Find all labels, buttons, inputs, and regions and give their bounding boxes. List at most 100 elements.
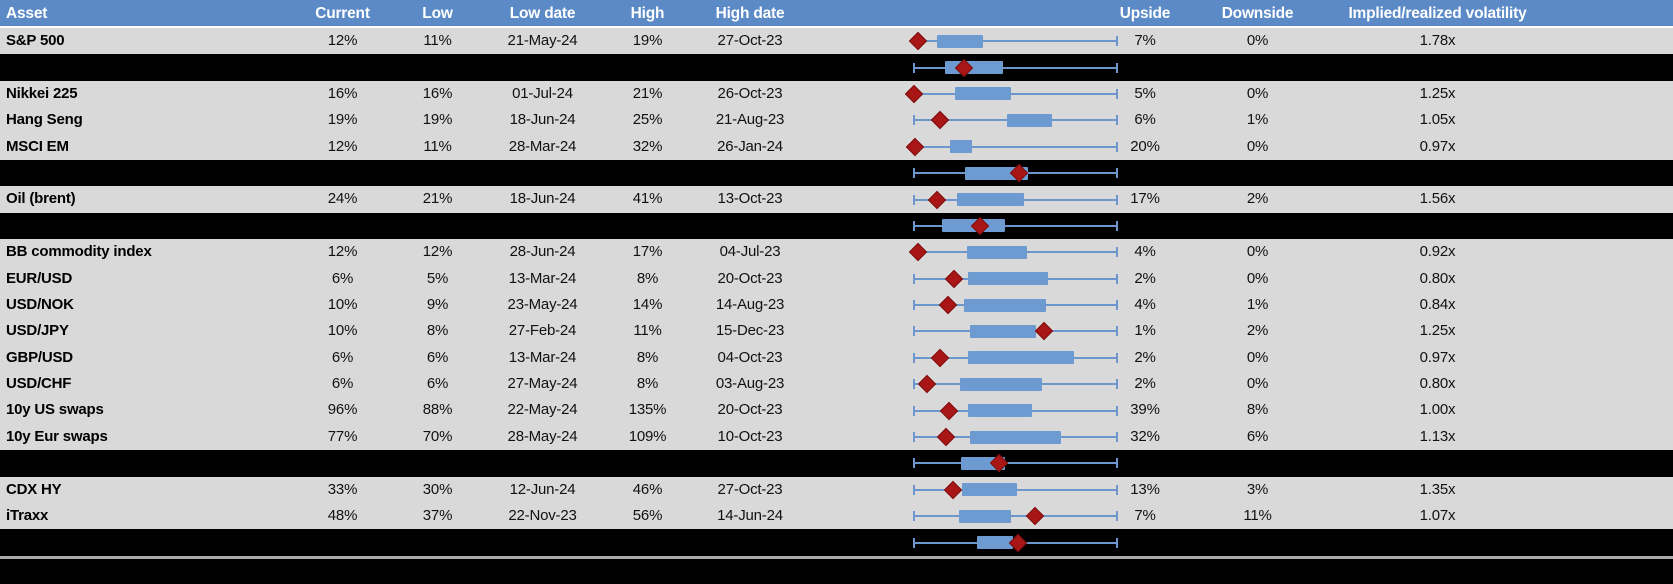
whisker-right-cap-icon	[1116, 352, 1118, 363]
range-boxplot	[913, 450, 1118, 476]
whisker-left-cap-icon	[913, 220, 915, 231]
asset-name: CDX HY	[6, 480, 62, 498]
high-date	[685, 213, 815, 239]
high-date: 10-Oct-23	[717, 427, 783, 445]
current-volatility: 6%	[331, 375, 354, 393]
low-volatility: 6%	[426, 375, 449, 393]
upside-value: 13%	[1130, 480, 1160, 498]
col-header-low: Low	[422, 5, 453, 22]
col-header-low-date: Low date	[509, 5, 576, 22]
current-volatility: 19%	[327, 111, 358, 129]
implied-realized-ratio: 1.13x	[1419, 427, 1456, 445]
whisker-left-cap-icon	[913, 273, 915, 284]
whisker-left-cap-icon	[913, 484, 915, 495]
low-volatility: 70%	[422, 427, 453, 445]
table-row: Hang Seng 19% 19% 18-Jun-24 25% 21-Aug-2…	[0, 107, 1673, 134]
implied-realized-ratio: 1.05x	[1419, 111, 1456, 129]
range-boxplot	[913, 292, 1118, 318]
whisker-right-cap-icon	[1116, 537, 1118, 548]
upside-value: 5%	[1134, 84, 1156, 102]
current-volatility	[285, 54, 400, 80]
implied-realized-ratio: 0.80x	[1419, 269, 1456, 287]
high-date: 27-Oct-23	[717, 480, 783, 498]
col-header-asset: Asset	[6, 5, 48, 22]
table-row: S&P 500 12% 11% 21-May-24 19% 27-Oct-23 …	[0, 28, 1673, 55]
asset-name: BB commodity index	[6, 243, 152, 261]
high-date: 14-Aug-23	[715, 295, 785, 313]
range-boxplot	[908, 239, 1118, 265]
current-diamond-icon	[936, 427, 955, 447]
low-volatility: 21%	[422, 190, 453, 208]
low-date	[475, 450, 610, 476]
current-volatility	[285, 529, 400, 555]
table-row: iTraxx 48% 37% 22-Nov-23 56% 14-Jun-24 7…	[0, 503, 1673, 530]
table-row: CDX HY 33% 30% 12-Jun-24 46% 27-Oct-23 1…	[0, 476, 1673, 504]
whisker-right-cap-icon	[1116, 300, 1118, 311]
col-header-implied-realized: Implied/realized volatility	[1348, 5, 1527, 22]
low-date	[475, 529, 610, 555]
current-volatility: 6%	[331, 348, 354, 366]
low-volatility: 11%	[423, 32, 452, 49]
whisker-left-cap-icon	[913, 326, 915, 337]
current-volatility	[285, 213, 400, 239]
range-box-icon	[960, 377, 1043, 391]
low-date: 13-Mar-24	[508, 269, 577, 287]
implied-realized-ratio	[1315, 54, 1560, 80]
asset-name: S&P 500	[6, 32, 65, 49]
current-volatility	[285, 160, 400, 186]
range-boxplot	[913, 424, 1118, 450]
upside-value: 2%	[1134, 375, 1156, 393]
whisker-right-cap-icon	[1116, 326, 1118, 337]
range-boxplot	[913, 345, 1118, 371]
low-volatility: 37%	[422, 507, 453, 525]
whisker-right-cap-icon	[1116, 247, 1118, 258]
whisker-line-icon	[913, 224, 1118, 227]
asset-name: iTraxx	[6, 507, 49, 525]
whisker-line-icon	[913, 66, 1118, 69]
downside-value	[1200, 160, 1315, 186]
implied-realized-ratio	[1315, 529, 1560, 555]
separator-row	[0, 159, 1673, 187]
asset-name	[0, 54, 285, 80]
implied-realized-ratio: 0.92x	[1419, 243, 1456, 261]
low-date: 28-May-24	[507, 427, 578, 445]
col-header-current: Current	[315, 5, 370, 22]
downside-value	[1200, 450, 1315, 476]
current-volatility: 12%	[327, 137, 358, 155]
range-boxplot	[913, 503, 1118, 529]
implied-realized-ratio: 1.78x	[1419, 32, 1456, 49]
current-diamond-icon	[930, 111, 949, 130]
col-header-upside: Upside	[1119, 5, 1171, 22]
bottom-black-band	[0, 558, 1673, 584]
low-date: 27-May-24	[507, 375, 578, 393]
upside-value: 4%	[1134, 295, 1156, 313]
downside-value	[1200, 529, 1315, 555]
low-date: 23-May-24	[507, 295, 578, 313]
whisker-left-cap-icon	[913, 432, 915, 443]
whisker-right-cap-icon	[1116, 484, 1118, 495]
low-date: 21-May-24	[507, 32, 578, 49]
whisker-right-cap-icon	[1116, 432, 1118, 443]
current-volatility: 10%	[327, 295, 358, 313]
current-diamond-icon	[1025, 507, 1045, 526]
whisker-line-icon	[913, 515, 1118, 518]
implied-realized-ratio: 0.97x	[1419, 137, 1456, 155]
low-date	[475, 213, 610, 239]
upside-value: 2%	[1134, 269, 1156, 287]
downside-value	[1200, 213, 1315, 239]
whisker-left-cap-icon	[913, 115, 915, 126]
upside-value: 17%	[1130, 190, 1160, 208]
current-diamond-icon	[939, 401, 959, 420]
high-volatility: 8%	[636, 269, 659, 287]
downside-value: 6%	[1246, 427, 1269, 445]
range-box-icon	[968, 272, 1049, 286]
whisker-right-cap-icon	[1116, 194, 1118, 205]
whisker-line-icon	[913, 40, 1118, 43]
low-volatility: 5%	[426, 269, 449, 287]
high-date	[685, 160, 815, 186]
whisker-left-cap-icon	[913, 405, 915, 416]
high-volatility: 41%	[632, 190, 663, 208]
table-row: USD/NOK 10% 9% 23-May-24 14% 14-Aug-23 4…	[0, 291, 1673, 319]
whisker-right-cap-icon	[1116, 458, 1118, 469]
